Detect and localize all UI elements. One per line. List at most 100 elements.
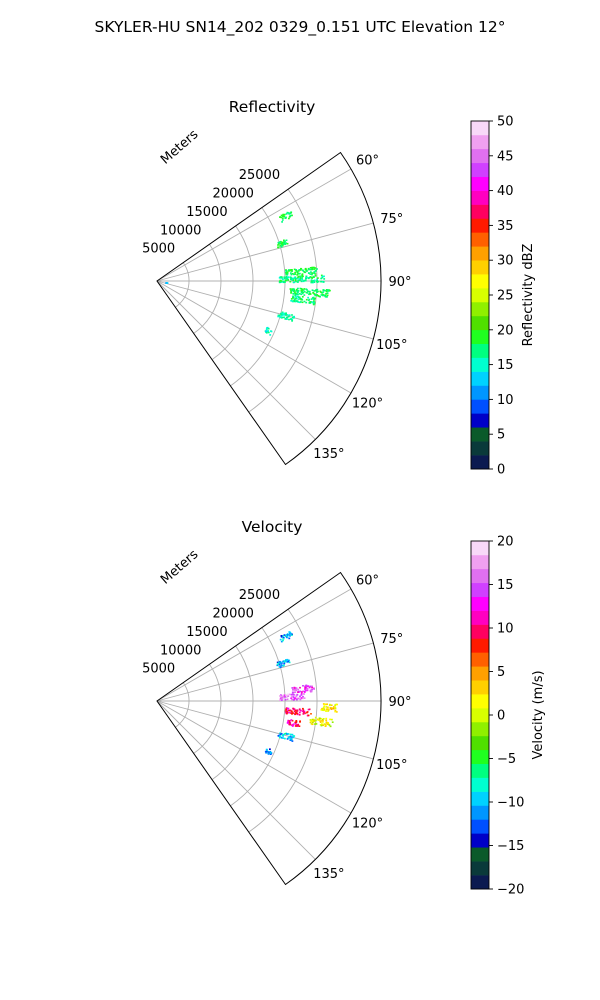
velocity-colorbar-step (471, 554, 489, 570)
reflectivity-echo-gate (283, 213, 286, 216)
velocity-echo-gate (294, 690, 297, 692)
velocity-sector-outline (156, 571, 382, 886)
velocity-colorbar-step (471, 861, 489, 876)
reflectivity-echo-gate (322, 289, 325, 291)
reflectivity-echo-gate (305, 269, 308, 271)
reflectivity-echo-gate (301, 274, 304, 276)
reflectivity-echo-gate (294, 292, 297, 295)
reflectivity-echo-gate (313, 268, 316, 270)
reflectivity-echo-gate (293, 291, 296, 293)
reflectivity-colorbar-step (471, 218, 489, 233)
reflectivity-echo-gate (308, 293, 310, 296)
velocity-echo-gate (302, 707, 304, 710)
reflectivity-echo-gate (302, 289, 305, 291)
reflectivity-echo-gate (293, 300, 296, 303)
reflectivity-echo-gate (310, 273, 313, 275)
reflectivity-echo-gate (280, 276, 282, 278)
reflectivity-colorbar-step (471, 301, 489, 317)
velocity-angle-tick-label: 105° (376, 758, 407, 773)
reflectivity-angle-ticks: 60° 75° 90° 105° 120° 135° (313, 154, 411, 462)
velocity-echo-gate (296, 709, 299, 712)
velocity-echo-gate (310, 720, 313, 722)
velocity-echo-gate (323, 709, 325, 712)
velocity-echo-gate (293, 710, 296, 713)
velocity-echo-gate (284, 737, 286, 740)
velocity-echo-gate (279, 666, 282, 668)
reflectivity-echo-gate (319, 295, 321, 298)
velocity-echo-gate (291, 687, 294, 689)
reflectivity-echo-gate (316, 281, 319, 283)
reflectivity-echo-gate (308, 298, 311, 301)
velocity-echo-gate (311, 685, 313, 688)
velocity-echo-gate (279, 699, 281, 701)
velocity-echo-gate (327, 710, 330, 712)
reflectivity-echo-gate (313, 302, 315, 304)
reflectivity-echo-gate (309, 293, 312, 295)
reflectivity-colorbar-tick-label: 15 (497, 358, 514, 373)
range-ring (193, 244, 222, 334)
velocity-echo-gate (294, 687, 297, 689)
velocity-echo-gate (292, 736, 295, 739)
reflectivity-colorbar-step (471, 176, 489, 191)
reflectivity-echo-gate (295, 288, 298, 291)
velocity-echo-gate (280, 737, 283, 739)
velocity-echo-gate (327, 707, 329, 710)
reflectivity-echo-gate (291, 320, 293, 322)
reflectivity-echo-gate (296, 270, 299, 273)
range-ring (248, 608, 318, 833)
velocity-echo-gate (294, 722, 297, 725)
velocity-echo-gate (320, 709, 323, 711)
reflectivity-echo-gate (313, 293, 316, 295)
reflectivity-echo-gate (267, 327, 270, 330)
velocity-echo-gate (295, 697, 298, 700)
reflectivity-echo-gate (301, 275, 304, 277)
reflectivity-echo-gate (298, 278, 300, 280)
velocity-echo-gate (319, 721, 322, 723)
velocity-echo-gate (307, 708, 310, 711)
reflectivity-echo-gate (314, 275, 317, 277)
velocity-echo-gate (287, 633, 290, 636)
reflectivity-echo-gate (265, 330, 268, 333)
velocity-echo-gate (290, 633, 293, 635)
velocity-echo-gate (293, 698, 296, 700)
reflectivity-echo-gate (286, 272, 289, 275)
reflectivity-echo-gate (301, 292, 304, 295)
reflectivity-echo-gate (306, 270, 308, 272)
velocity-colorbar-tick-label: 10 (497, 622, 514, 637)
velocity-echo-gate (313, 688, 315, 690)
velocity-echo-gate (267, 750, 270, 753)
reflectivity-echo-gate (304, 267, 307, 270)
reflectivity-echo-gate (285, 239, 288, 242)
reflectivity-echo-gate (305, 275, 308, 278)
velocity-echo-gate (290, 695, 293, 698)
velocity-echo-gate (300, 697, 303, 699)
velocity-echo-gate (280, 661, 283, 664)
reflectivity-echo-gate (305, 277, 308, 280)
velocity-echo-gate (322, 724, 325, 726)
velocity-colorbar-tick-label: −5 (497, 752, 516, 767)
reflectivity-echo-gate (303, 279, 305, 282)
reflectivity-echo-gate (290, 272, 292, 274)
reflectivity-echo-gate (286, 316, 288, 319)
velocity-echo-gate (278, 661, 281, 664)
velocity-echo-gate (290, 738, 292, 740)
reflectivity-colorbar-tick-label: 40 (497, 184, 514, 199)
velocity-echo-gate (298, 714, 301, 716)
reflectivity-colorbar-tick-label: 35 (497, 219, 514, 234)
reflectivity-range-tick-label: 15000 (186, 205, 227, 220)
velocity-echo-gate (302, 697, 305, 699)
velocity-echo-gate (293, 691, 295, 694)
reflectivity-echo-gate (314, 270, 317, 272)
velocity-echo-gate (285, 707, 288, 709)
reflectivity-echo-gate (278, 243, 280, 245)
reflectivity-echo-gate (310, 301, 312, 303)
reflectivity-echo-gate (288, 217, 290, 220)
velocity-echo-gate (285, 659, 287, 661)
velocity-panel: Velocity 5000 10000 15000 20000 25000 60° 75°… (142, 518, 546, 898)
reflectivity-echo-gate (290, 291, 293, 293)
reflectivity-title: Reflectivity (229, 98, 316, 116)
reflectivity-echo-gate (314, 267, 317, 269)
reflectivity-colorbar-step (471, 329, 489, 345)
reflectivity-echo-gate (313, 271, 316, 273)
velocity-echo-gate (334, 707, 337, 709)
